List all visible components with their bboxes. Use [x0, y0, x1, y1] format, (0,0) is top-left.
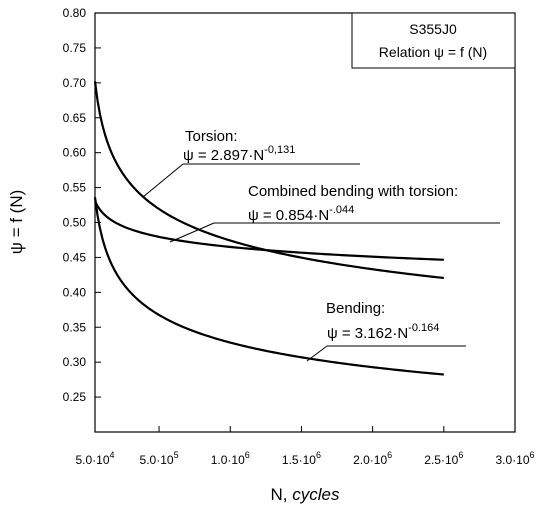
- series-line-torsion: [93, 81, 444, 280]
- y-tick-label: 0.35: [63, 320, 87, 334]
- x-tick-label: 1.0·106: [211, 450, 250, 467]
- x-axis: 5.0·104 5.0·105 1.0·106 1.5·106 2.0·106 2.5·1…: [75, 426, 535, 467]
- x-tick-label: 5.0·105: [140, 450, 179, 467]
- y-tick-label: 0.60: [63, 146, 87, 160]
- x-tick-label: 2.5·106: [424, 450, 463, 467]
- y-tick-label: 0.80: [63, 6, 87, 20]
- bending-label-title: Bending:: [326, 300, 385, 317]
- y-tick-label: 0.75: [63, 41, 87, 55]
- bending-annotation: Bending: ψ = 3.162·N-0.164: [306, 300, 466, 362]
- torsion-leader-line: [142, 163, 184, 198]
- y-tick-label: 0.25: [63, 390, 87, 404]
- y-axis: 0.80 0.75 0.70 0.65 0.60 0.55 0.50 0.45 0.40 0.35…: [63, 6, 101, 404]
- x-axis-label: N, cycles: [271, 485, 340, 504]
- torsion-label-formula: ψ = 2.897·N-0,131: [183, 144, 295, 164]
- series-group: [93, 81, 444, 376]
- x-tick-label: 1.5·106: [282, 450, 321, 467]
- x-tick-label: 3.0·106: [495, 450, 534, 467]
- y-tick-label: 0.45: [63, 250, 87, 264]
- title-box-frame: [351, 12, 516, 69]
- y-axis-label: ψ = f (N): [7, 190, 26, 255]
- x-tick-label: 2.0·106: [353, 450, 392, 467]
- title-box: S355J0 Relation ψ = f (N): [351, 12, 516, 69]
- y-tick-label: 0.65: [63, 111, 87, 125]
- bending-leader-line: [306, 345, 328, 362]
- title-line-1: S355J0: [409, 21, 457, 37]
- y-tick-label: 0.70: [63, 76, 87, 90]
- torsion-label-title: Torsion:: [185, 128, 238, 145]
- bending-label-formula: ψ = 3.162·N-0.164: [327, 322, 439, 342]
- y-tick-label: 0.50: [63, 216, 87, 230]
- torsion-annotation: Torsion: ψ = 2.897·N-0,131: [142, 128, 360, 198]
- y-tick-label: 0.30: [63, 355, 87, 369]
- combined-label-title: Combined bending with torsion:: [248, 183, 458, 200]
- series-line-combined-bending-with-torsion: [94, 200, 444, 261]
- combined-annotation: Combined bending with torsion: ψ = 0.854…: [169, 183, 500, 243]
- combined-label-formula: ψ = 0.854·N-.044: [248, 204, 354, 224]
- series-line-bending: [93, 197, 444, 376]
- combined-leader-line: [169, 222, 215, 243]
- y-tick-label: 0.55: [63, 181, 87, 195]
- y-tick-label: 0.40: [63, 285, 87, 299]
- title-line-2: Relation ψ = f (N): [379, 44, 487, 60]
- x-tick-label: 5.0·104: [75, 450, 114, 467]
